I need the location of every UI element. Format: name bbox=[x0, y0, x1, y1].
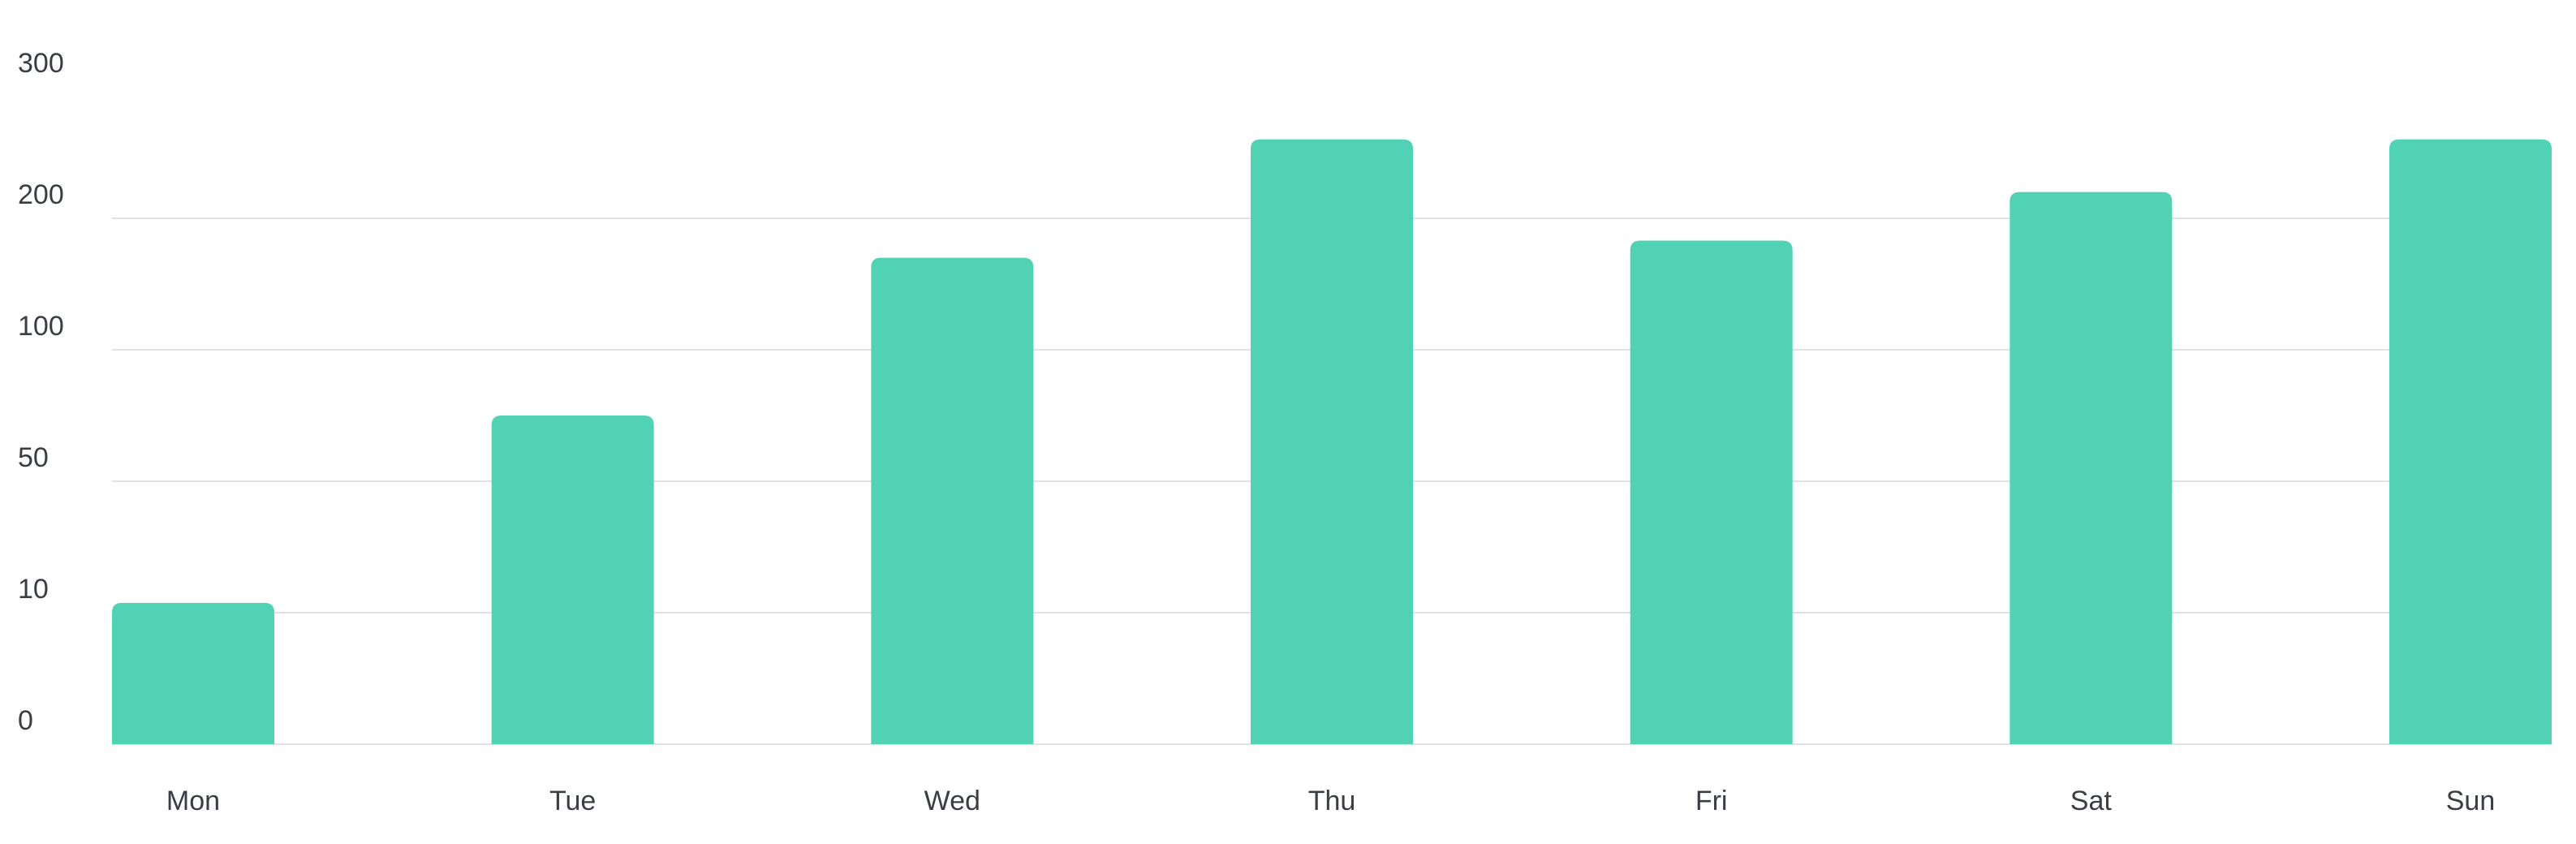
y-tick-label: 200 bbox=[18, 179, 64, 210]
x-tick-label: Wed bbox=[924, 786, 980, 816]
x-tick-label: Sun bbox=[2446, 786, 2496, 816]
bars bbox=[112, 139, 2552, 745]
bar-fri bbox=[1630, 240, 1793, 744]
x-tick-label: Thu bbox=[1308, 786, 1356, 816]
x-tick-label: Sat bbox=[2070, 786, 2113, 816]
y-tick-label: 100 bbox=[18, 311, 64, 342]
y-tick-label: 50 bbox=[18, 442, 49, 473]
x-axis-labels: Mon Tue Wed Thu Fri Sat Sun bbox=[166, 786, 2495, 816]
x-tick-label: Tue bbox=[549, 786, 596, 816]
bar-mon bbox=[112, 602, 274, 744]
bar-tue bbox=[491, 416, 654, 744]
y-axis-ticks: 0 10 50 100 200 300 bbox=[18, 48, 64, 736]
x-tick-label: Mon bbox=[166, 786, 220, 816]
y-tick-label: 0 bbox=[18, 705, 33, 736]
y-tick-label: 10 bbox=[18, 574, 49, 605]
bar-sun bbox=[2389, 139, 2552, 745]
bar-wed bbox=[871, 257, 1034, 745]
x-tick-label: Fri bbox=[1695, 786, 1728, 816]
bar-thu bbox=[1251, 139, 1413, 745]
bar-sat bbox=[2010, 192, 2173, 745]
y-tick-label: 300 bbox=[18, 48, 64, 79]
